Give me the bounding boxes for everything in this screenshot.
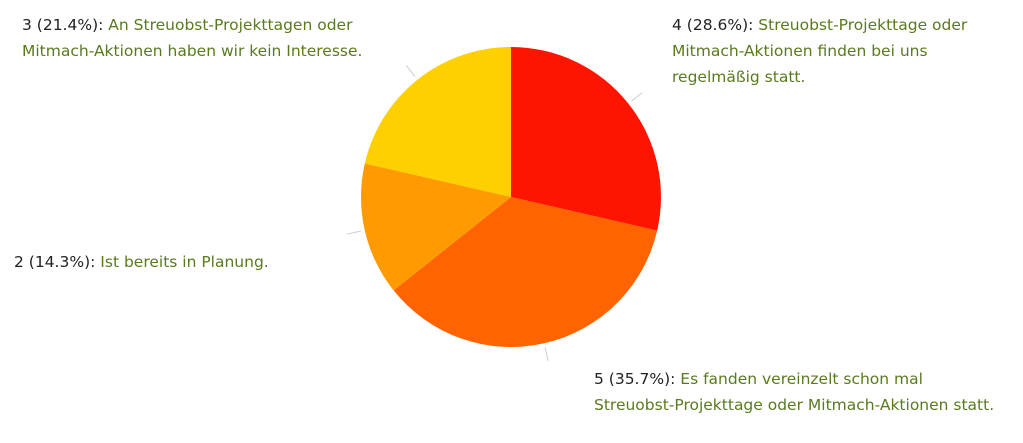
value-label: 2 (14.3%): xyxy=(14,253,96,271)
value-label: 4 (28.6%): xyxy=(672,16,754,34)
pie-slice xyxy=(364,47,511,197)
pie-slice xyxy=(361,163,511,291)
value-label: 5 (35.7%): xyxy=(594,370,676,388)
category-label: An Streuobst-Projekttagen oder Mitmach-A… xyxy=(22,16,363,60)
slice-label: 5 (35.7%): Es fanden vereinzelt schon ma… xyxy=(594,366,1004,418)
slice-label: 3 (21.4%): An Streuobst-Projekttagen ode… xyxy=(22,12,402,64)
category-label: Streuobst-Projekttage oder Mitmach-Aktio… xyxy=(672,16,968,86)
leader-line xyxy=(631,91,643,102)
value-label: 3 (21.4%): xyxy=(22,16,104,34)
pie-slice xyxy=(511,47,661,231)
slice-label: 4 (28.6%): Streuobst-Projekttage oder Mi… xyxy=(672,12,1017,90)
slice-label: 2 (14.3%): Ist bereits in Planung. xyxy=(14,249,414,275)
category-label: Ist bereits in Planung. xyxy=(100,253,269,271)
leader-line xyxy=(544,347,549,361)
category-label: Es fanden vereinzelt schon mal Streuobst… xyxy=(594,370,995,414)
leader-line xyxy=(405,65,416,77)
pie-slice xyxy=(393,197,658,347)
leader-line xyxy=(347,230,361,235)
